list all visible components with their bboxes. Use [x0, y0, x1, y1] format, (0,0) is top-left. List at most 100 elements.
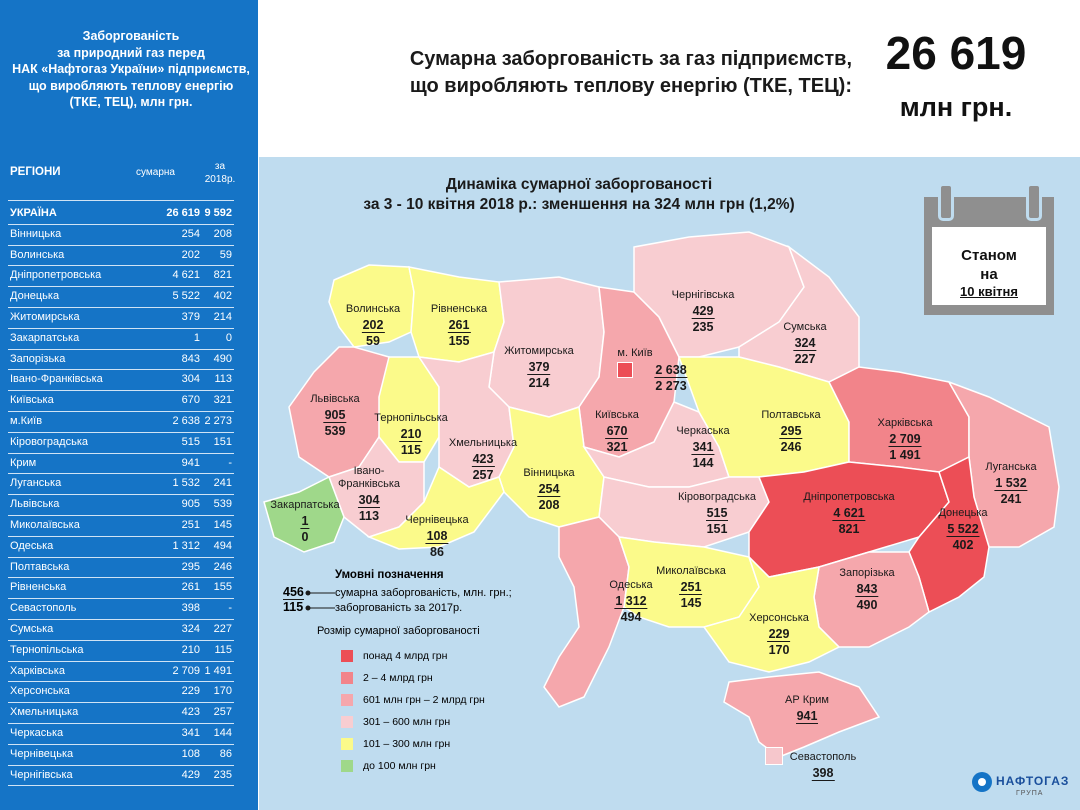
region-label-lviv: Львівська 905 539: [310, 393, 359, 438]
cell-total: 108: [181, 747, 200, 760]
table-row: Харківська 2 709 1 491: [8, 662, 234, 683]
cell-region: Рівненська: [10, 581, 67, 594]
map-legend: Умовні позначення 456 115 сумарна заборг…: [279, 567, 529, 777]
table-row: Луганська 1 532 241: [8, 474, 234, 496]
cell-total: 379: [181, 310, 200, 323]
region-label-kyiv-city: м. Київ: [617, 347, 652, 360]
cell-total: 261: [181, 581, 200, 594]
cell-2018: 402: [213, 290, 232, 303]
main-title: Сумарна заборгованість за газ підприємст…: [300, 46, 852, 100]
region-label-cherkasy: Черкаська 341 144: [676, 425, 729, 470]
region-shape-luhansk: [947, 380, 1060, 548]
column-header-2018-line2: 2018р.: [204, 174, 236, 185]
region-2018: 241: [1000, 492, 1022, 506]
cell-region: Запорізька: [10, 352, 66, 365]
table-body: УКРАЇНА 26 619 9 592 Вінницька 254 208 Волинсь…: [8, 204, 234, 787]
cell-total: 324: [181, 622, 200, 635]
region-2018: 144: [692, 456, 714, 470]
cell-region: Крим: [10, 456, 37, 469]
region-2018: 2 273: [655, 379, 687, 393]
region-shape-chernivtsi: [366, 465, 505, 550]
table-row: Полтавська 295 246: [8, 558, 234, 579]
cell-2018: 2 273: [204, 414, 232, 427]
cell-2018: 145: [213, 518, 232, 531]
legend-text-2017: заборгованість за 2017р.: [335, 602, 463, 614]
cell-region: Севастополь: [10, 602, 77, 615]
cell-2018: 208: [213, 227, 232, 240]
legend-text-total: сумарна заборгованість, млн. грн.;: [335, 587, 512, 599]
region-total: 261: [447, 318, 471, 333]
cell-2018: 246: [213, 560, 232, 573]
cell-region: УКРАЇНА: [10, 207, 57, 219]
region-name: Дніпропетровська: [803, 491, 895, 503]
cell-2018: 170: [213, 685, 232, 698]
table-row: Закарпатська 1 0: [8, 329, 234, 350]
region-label-donetsk: Донецька 5 522 402: [938, 507, 987, 552]
region-label-dnipropetrovsk: Дніпропетровська 4 621 821: [803, 491, 894, 536]
map-subtitle-line: за 3 - 10 квітня 2018 р.: зменшення на 3…: [363, 196, 795, 213]
region-shape-donetsk: [908, 455, 990, 614]
region-shape-zakarpattia: [263, 475, 345, 553]
region-label-ivano-frankivsk: Івано- Франківська 304 113: [338, 465, 400, 523]
region-total: 941: [795, 709, 819, 724]
cell-region: Донецька: [10, 290, 60, 303]
cell-total: 1 532: [172, 477, 200, 490]
region-name: Донецька: [938, 507, 988, 519]
legend-swatch: [341, 760, 353, 772]
region-label-kyiv-oblast: Київська 670 321: [595, 409, 639, 454]
region-2018: 246: [780, 440, 802, 454]
region-total: 254: [537, 482, 561, 497]
table-row: Чернівецька 108 86: [8, 745, 234, 766]
calendar-page: [932, 227, 1046, 305]
cell-region: Хмельницька: [10, 706, 79, 719]
cell-region: Луганська: [10, 477, 62, 490]
region-name: Івано-: [353, 465, 385, 477]
region-total: 843: [855, 582, 879, 597]
calendar-as-of: Станом: [961, 247, 1017, 264]
legend-swatch: [341, 650, 353, 662]
cell-region: Чернігівська: [10, 768, 73, 781]
table-row: Львівська 905 539: [8, 495, 234, 516]
cell-region: м.Київ: [10, 414, 43, 427]
map-subtitle: Динаміка сумарної заборгованості за 3 - …: [299, 175, 859, 215]
table-row: Миколаївська 251 145: [8, 516, 234, 537]
total-debt-value: 26 619: [885, 27, 1027, 79]
legend-size-title: Розмір сумарної заборгованості: [317, 625, 480, 637]
region-name: Луганська: [985, 461, 1037, 473]
region-total: 202: [361, 318, 385, 333]
cell-total: 429: [181, 768, 200, 781]
region-name: Черкаська: [676, 425, 730, 437]
region-2018: 227: [794, 352, 816, 366]
region-name: Київська: [595, 409, 639, 421]
table-row: Кіровоградська 515 151: [8, 433, 234, 454]
region-shape-dnipropetrovsk: [748, 461, 950, 578]
cell-2018: 86: [219, 747, 232, 760]
table-row: Житомирська 379 214: [8, 308, 234, 329]
cell-region: Закарпатська: [10, 331, 80, 344]
cell-total: 423: [181, 706, 200, 719]
legend-item-label: 301 – 600 млн грн: [363, 716, 451, 728]
legend-item-label: 101 – 300 млн грн: [363, 738, 451, 750]
region-name: Запорізька: [839, 567, 895, 579]
region-label-khmelnytskyi: Хмельницька 423 257: [449, 437, 517, 482]
region-2018: 86: [430, 545, 444, 559]
cell-2018: 155: [213, 581, 232, 594]
region-name: Закарпатська: [270, 499, 340, 511]
cell-2018: 227: [213, 622, 232, 635]
region-2018: 155: [448, 334, 470, 348]
legend-example-total: 456: [283, 585, 304, 600]
region-total: 423: [471, 452, 495, 467]
region-name: Чернігівська: [671, 289, 735, 301]
cell-total: 843: [181, 352, 200, 365]
cell-region: Кіровоградська: [10, 435, 88, 448]
cell-region: Черкаська: [10, 726, 64, 739]
region-name: м. Київ: [617, 347, 653, 359]
region-name: Сумська: [783, 321, 827, 333]
table-row-total: УКРАЇНА 26 619 9 592: [8, 204, 234, 225]
region-total: 304: [357, 493, 381, 508]
region-name: Рівненська: [430, 303, 488, 315]
cell-2018: 490: [213, 352, 232, 365]
region-total: 1: [300, 514, 310, 529]
table-row: Одеська 1 312 494: [8, 537, 234, 558]
table-row: Севастополь 398 -: [8, 599, 234, 620]
